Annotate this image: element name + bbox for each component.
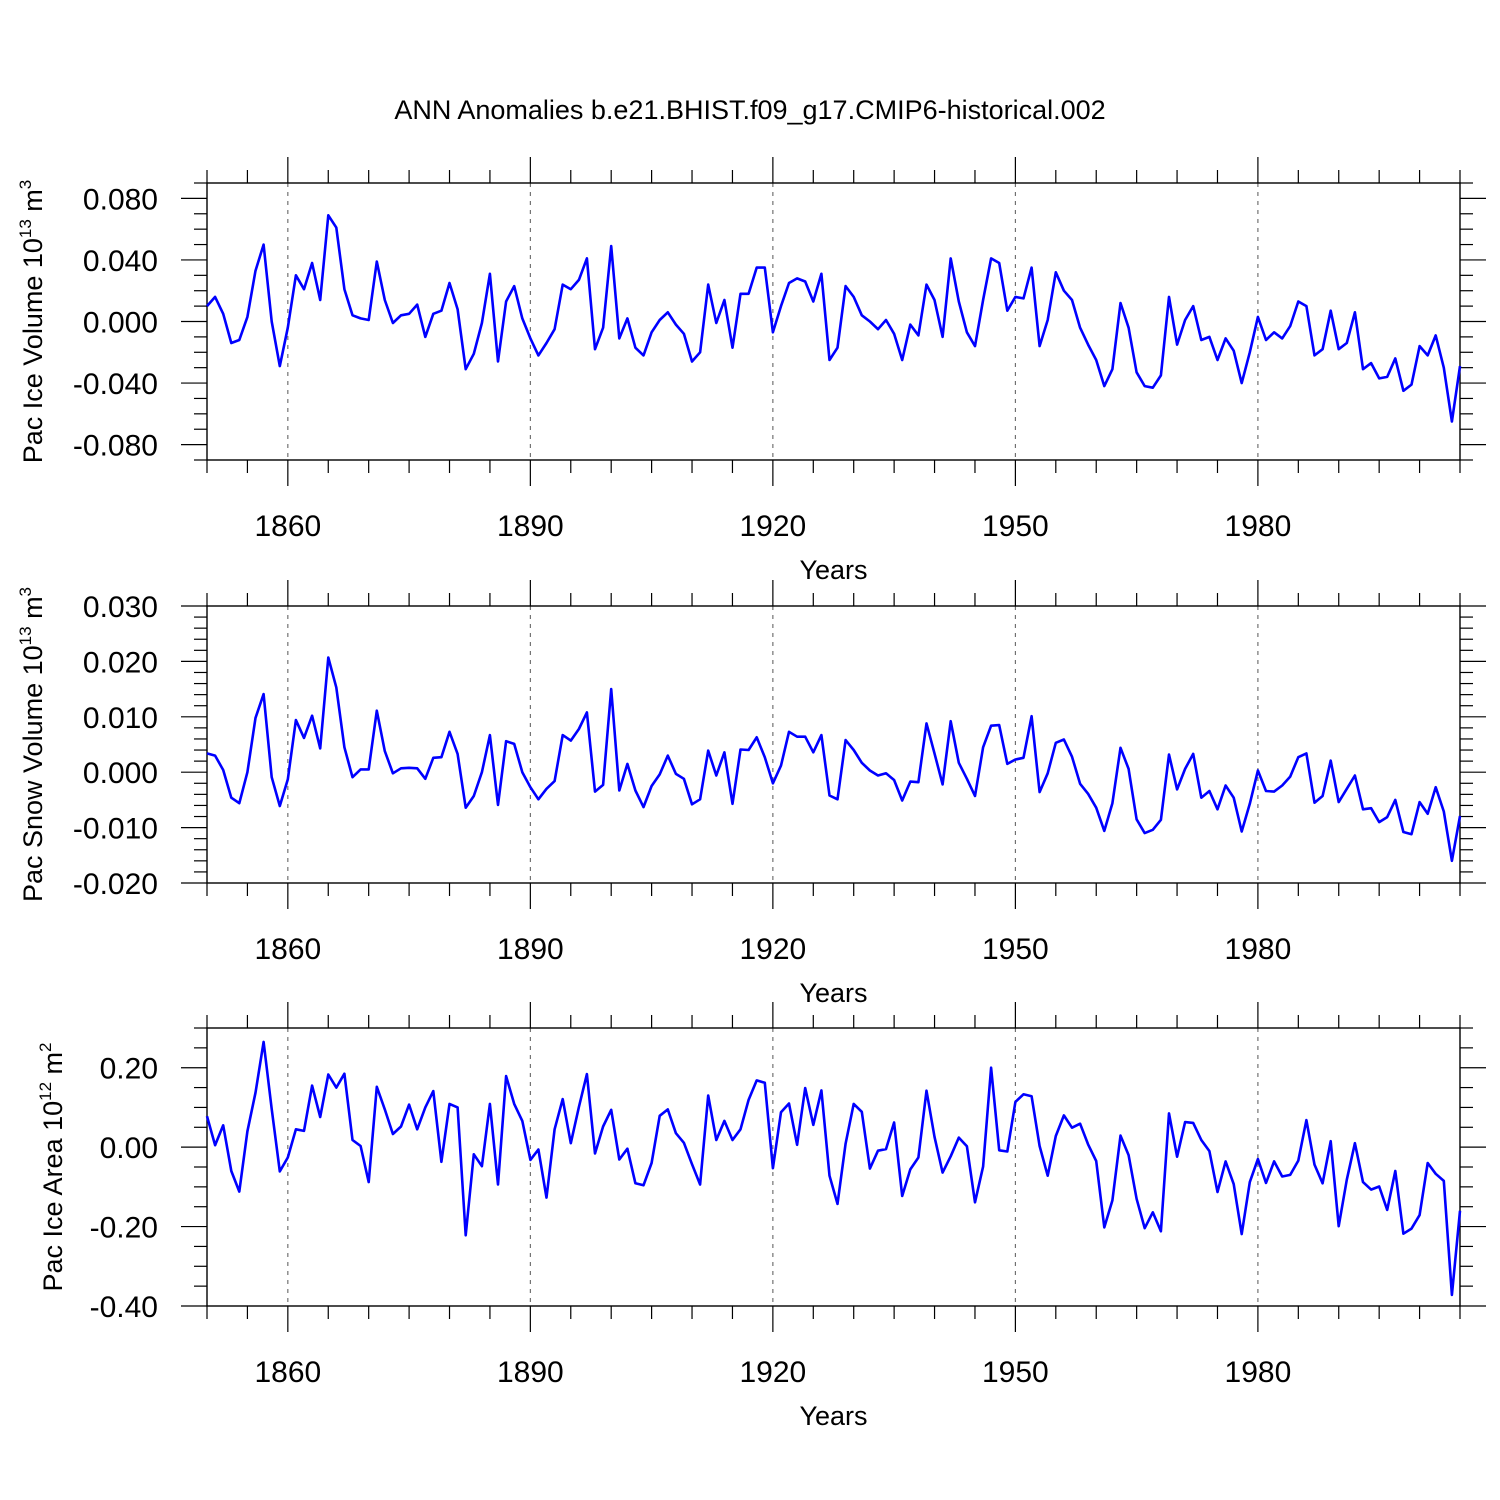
x-tick-label: 1920 [739,1356,806,1389]
y-axis-label-text: Pac Ice Volume 10 [18,238,48,463]
y-axis-label-unit-exponent: 2 [36,1042,55,1051]
y-axis-label-exponent: 12 [36,1082,55,1101]
y-tick-label: -0.010 [73,813,158,846]
x-tick-label: 1950 [982,1356,1049,1389]
x-tick-label: 1860 [254,1356,321,1389]
y-axis-label-unit: m [18,189,48,219]
x-tick-label: 1890 [497,1356,564,1389]
x-axis-label: Years [799,1401,867,1431]
x-tick-label: 1920 [739,510,806,543]
y-axis-label-text: Pac Snow Volume 10 [18,645,48,902]
x-tick-label: 1950 [982,510,1049,543]
y-axis-label-unit-exponent: 3 [16,587,35,596]
y-axis-label: Pac Ice Area 1012 m2 [36,1042,68,1291]
y-tick-label: 0.080 [83,183,158,216]
plot-frame [206,605,1461,884]
x-tick-label: 1980 [1225,510,1292,543]
panel-1: -0.080 -0.040 0.000 0.040 0.080 1860 1890 1920 1… [16,157,1486,585]
series-line [206,656,1462,863]
y-axis-label: Pac Snow Volume 1013 m3 [16,587,48,902]
y-tick-label: 0.000 [83,757,158,790]
x-tick-label: 1980 [1225,1356,1292,1389]
y-axis-label-unit: m [18,596,48,626]
y-axis-label-exponent: 13 [16,219,35,238]
y-tick-label: 0.030 [83,591,158,624]
panel-2: -0.020 -0.010 0.000 0.010 0.020 0.030 1860 1890… [16,580,1486,1008]
x-tick-label: 1860 [254,933,321,966]
y-tick-label: 0.000 [83,307,158,340]
x-axis-label: Years [799,555,867,585]
y-axis-label-text: Pac Ice Area 10 [38,1101,68,1292]
panels: -0.080 -0.040 0.000 0.040 0.080 1860 1890 1920 1… [16,157,1486,1431]
x-tick-label: 1890 [497,510,564,543]
series-line [205,1040,1462,1297]
y-tick-label: -0.40 [90,1291,158,1324]
panel-3: -0.40 -0.20 0.00 0.20 1860 1890 1920 1950 1980 Ye… [36,1002,1486,1431]
y-axis-label-unit: m [38,1052,68,1082]
y-tick-label: 0.00 [100,1132,158,1165]
x-axis-label: Years [799,978,867,1008]
x-tick-label: 1950 [982,933,1049,966]
x-tick-label: 1890 [497,933,564,966]
series-line [206,214,1462,423]
x-tick-label: 1920 [739,933,806,966]
x-tick-label: 1980 [1225,933,1292,966]
y-axis-label-unit-exponent: 3 [16,180,35,189]
y-tick-label: -0.020 [73,868,158,901]
chart-title: ANN Anomalies b.e21.BHIST.f09_g17.CMIP6-… [394,95,1105,125]
y-tick-label: 0.040 [83,245,158,278]
y-tick-label: 0.020 [83,646,158,679]
y-tick-label: -0.080 [73,430,158,463]
y-tick-label: 0.010 [83,702,158,735]
y-axis-label-exponent: 13 [16,626,35,645]
y-tick-label: -0.20 [90,1212,158,1245]
y-axis-label: Pac Ice Volume 1013 m3 [16,180,48,464]
y-tick-label: 0.20 [100,1053,158,1086]
y-tick-label: -0.040 [73,368,158,401]
x-tick-label: 1860 [254,510,321,543]
